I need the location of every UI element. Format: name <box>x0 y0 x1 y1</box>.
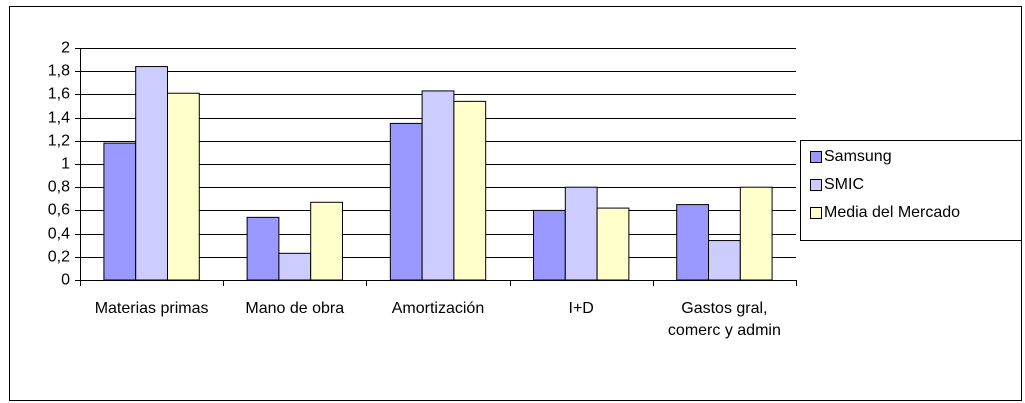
legend-swatch <box>810 207 822 219</box>
x-tick-label: Amortización <box>391 300 485 317</box>
y-tick-label: 1,4 <box>48 110 70 127</box>
bar <box>103 142 137 281</box>
x-tick-label: Materias primas <box>94 300 209 317</box>
y-tick-label: 0,2 <box>48 249 70 266</box>
bar <box>708 240 741 281</box>
bar <box>166 92 200 281</box>
bar <box>676 204 710 281</box>
legend-label: SMIC <box>824 176 864 193</box>
y-tick-label: 1,8 <box>48 63 70 80</box>
legend-box <box>800 140 1022 241</box>
x-tick-label: Gastos gral, comerc y admin <box>667 300 781 339</box>
bar <box>564 186 598 281</box>
bar <box>421 90 455 281</box>
bar <box>135 66 168 281</box>
legend-label: Media del Mercado <box>824 204 960 221</box>
bar <box>739 186 773 281</box>
bar <box>278 252 312 281</box>
y-tick-label: 1,6 <box>48 86 70 103</box>
bar <box>389 122 423 281</box>
bar <box>453 100 487 281</box>
y-tick-label: 2 <box>61 40 70 57</box>
x-tick-label: I+D <box>568 300 594 317</box>
y-tick-label: 1 <box>61 156 70 173</box>
bar <box>310 201 343 281</box>
bar <box>596 207 630 281</box>
bar <box>246 216 280 281</box>
x-tick-label: Mano de obra <box>245 300 345 317</box>
legend-swatch <box>810 151 822 163</box>
y-tick-label: 0,8 <box>48 179 70 196</box>
legend-swatch <box>810 179 822 191</box>
y-tick-label: 0,6 <box>48 202 70 219</box>
y-tick-label: 0,4 <box>48 226 70 243</box>
bar <box>533 209 566 281</box>
y-tick-label: 0 <box>61 272 70 289</box>
y-tick-label: 1,2 <box>48 133 70 150</box>
legend-label: Samsung <box>824 148 892 165</box>
